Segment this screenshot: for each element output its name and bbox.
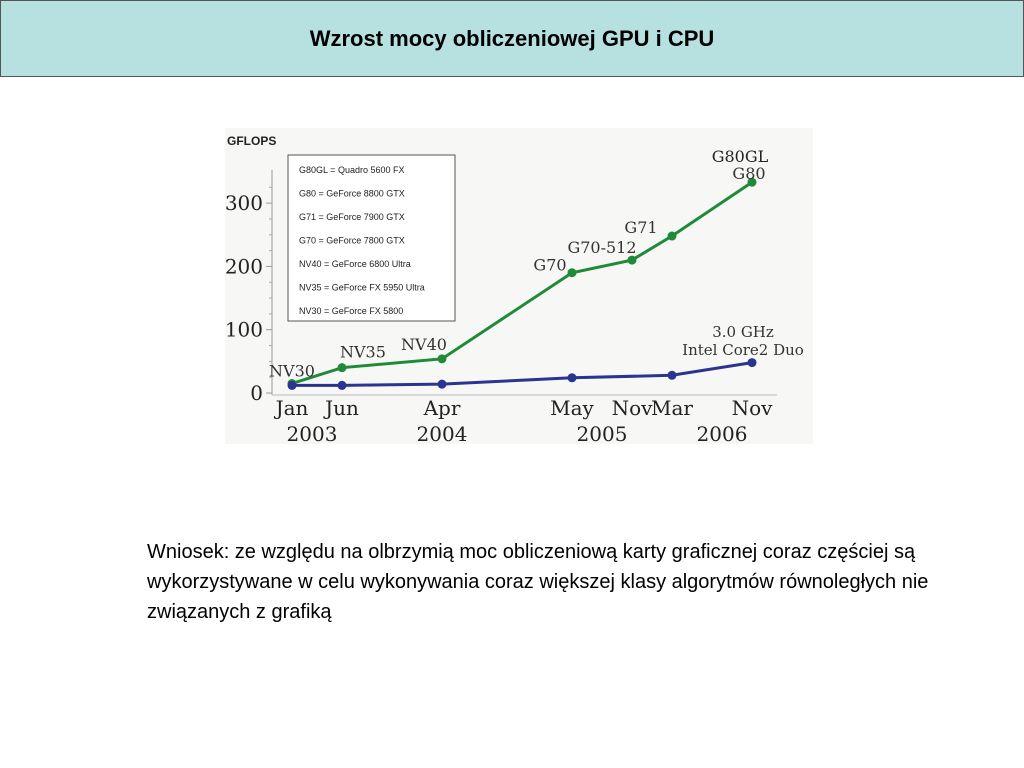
x-year-label: 2004 [417,422,468,444]
y-tick-label: 0 [250,381,263,405]
legend-entry: NV40 = GeForce 6800 Ultra [299,259,411,269]
x-year-label: 2006 [697,422,748,444]
x-year-label: 2003 [287,422,338,444]
cpu-annotation: 3.0 GHz [712,323,774,341]
cpu-data-point [337,380,347,390]
x-year-label: 2005 [577,422,628,444]
slide-title: Wzrost mocy obliczeniowej GPU i CPU [309,25,715,51]
y-tick-label: 300 [225,191,263,215]
x-tick-label: Apr [423,396,461,420]
y-tick-label: 200 [225,254,263,278]
x-tick-label: Nov [612,396,654,420]
x-tick-label: Mar [651,396,693,420]
gpu-point-label: G80 [732,164,765,183]
gpu-data-point [437,354,447,364]
x-tick-label: Jun [323,396,359,420]
gpu-data-point [337,363,347,373]
gpu-data-point [567,268,577,278]
gpu-point-label: NV35 [340,343,386,362]
gflops-chart: GFLOPS 0 100 200 300 Jan Jun Apr May Nov Mar Nov 200… [225,128,813,444]
cpu-data-point [437,379,447,389]
legend-entry: G70 = GeForce 7800 GTX [299,236,405,246]
cpu-series-line [292,361,753,387]
legend-entry: G80 = GeForce 8800 GTX [299,189,405,199]
cpu-data-point [667,370,677,380]
cpu-data-point [567,373,577,383]
x-tick-label: Jan [274,396,309,420]
legend-entry: G80GL = Quadro 5600 FX [299,165,404,175]
legend-entry: G71 = GeForce 7900 GTX [299,212,405,222]
gpu-data-point [667,231,677,241]
cpu-annotation: Intel Core2 Duo [682,341,804,359]
x-tick-label: May [550,396,594,420]
gpu-point-label: G71 [624,218,657,237]
cpu-data-point [287,380,297,390]
gpu-point-label: G70 [533,256,566,275]
x-tick-label: Nov [732,396,774,420]
legend-entry: NV35 = GeForce FX 5950 Ultra [299,283,425,293]
cpu-data-point [747,358,757,368]
gpu-end-label: G80GL [712,147,769,166]
legend-entry: NV30 = GeForce FX 5800 [299,306,403,316]
y-tick-label: 100 [225,318,263,342]
gpu-point-label: G70-512 [567,238,636,257]
y-axis-label: GFLOPS [227,134,276,148]
gpu-data-point [627,255,637,265]
slide-header: Wzrost mocy obliczeniowej GPU i CPU [0,0,1024,77]
gpu-point-label: NV30 [269,362,315,381]
gpu-point-label: NV40 [401,335,447,354]
legend-box [287,154,456,322]
gpu-data-point [747,177,757,187]
conclusion-text: Wniosek: ze względu na olbrzymią moc obl… [147,541,929,623]
